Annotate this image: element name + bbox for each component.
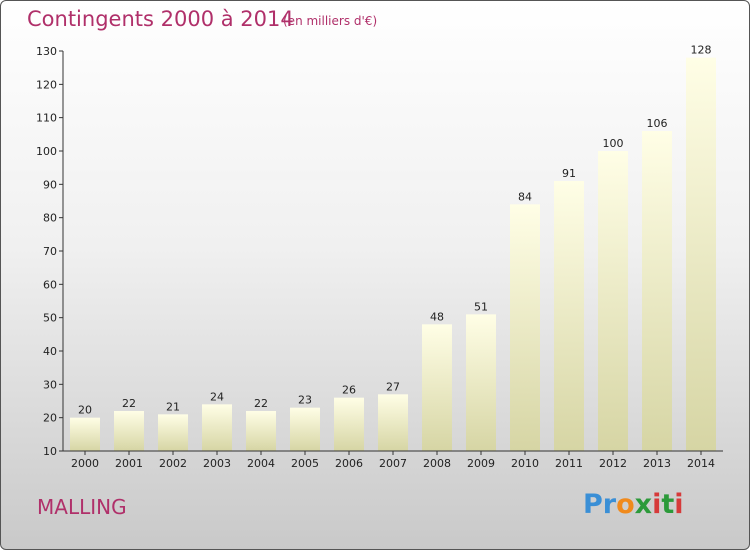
proxiti-logo[interactable]: Proxiti bbox=[583, 489, 684, 520]
value-label-2011: 91 bbox=[562, 167, 576, 180]
x-tick-label-2009: 2009 bbox=[467, 457, 495, 470]
y-tick-label-130: 130 bbox=[36, 45, 57, 58]
x-tick-label-2007: 2007 bbox=[379, 457, 407, 470]
value-label-2010: 84 bbox=[518, 190, 532, 203]
axis-layer: 2000 2001 2002 2003 2004 2005 2006 2007 2008 2009… bbox=[36, 45, 723, 470]
x-tick-label-2011: 2011 bbox=[555, 457, 583, 470]
x-tick-label-2013: 2013 bbox=[643, 457, 671, 470]
x-tick-label-2014: 2014 bbox=[687, 457, 715, 470]
bar-2003 bbox=[202, 404, 232, 451]
value-label-2001: 22 bbox=[122, 397, 136, 410]
bar-2011 bbox=[554, 181, 584, 451]
x-tick-label-2000: 2000 bbox=[71, 457, 99, 470]
value-label-2007: 27 bbox=[386, 380, 400, 393]
x-tick-label-2012: 2012 bbox=[599, 457, 627, 470]
y-tick-label-50: 50 bbox=[43, 312, 57, 325]
bar-2007 bbox=[378, 394, 408, 451]
value-label-2003: 24 bbox=[210, 390, 224, 403]
x-tick-label-2003: 2003 bbox=[203, 457, 231, 470]
y-tick-label-60: 60 bbox=[43, 278, 57, 291]
y-tick-label-100: 100 bbox=[36, 145, 57, 158]
bar-2001 bbox=[114, 411, 144, 451]
y-tick-label-20: 20 bbox=[43, 412, 57, 425]
value-label-2002: 21 bbox=[166, 400, 180, 413]
bar-2004 bbox=[246, 411, 276, 451]
x-tick-label-2002: 2002 bbox=[159, 457, 187, 470]
value-label-2008: 48 bbox=[430, 310, 444, 323]
y-tick-label-120: 120 bbox=[36, 78, 57, 91]
bar-2010 bbox=[510, 204, 540, 451]
y-tick-label-30: 30 bbox=[43, 378, 57, 391]
bar-2005 bbox=[290, 407, 320, 451]
y-tick-label-70: 70 bbox=[43, 245, 57, 258]
bar-2014 bbox=[686, 57, 716, 452]
bar-2008 bbox=[422, 324, 452, 451]
y-tick-label-90: 90 bbox=[43, 178, 57, 191]
y-tick-label-10: 10 bbox=[43, 445, 57, 458]
bar-2006 bbox=[334, 397, 364, 451]
value-label-2006: 26 bbox=[342, 384, 356, 397]
bar-2012 bbox=[598, 151, 628, 451]
x-tick-label-2008: 2008 bbox=[423, 457, 451, 470]
value-label-2005: 23 bbox=[298, 394, 312, 407]
bar-2009 bbox=[466, 314, 496, 451]
value-label-2013: 106 bbox=[647, 117, 668, 130]
y-tick-label-80: 80 bbox=[43, 212, 57, 225]
value-label-2009: 51 bbox=[474, 300, 488, 313]
bar-2013 bbox=[642, 131, 672, 451]
x-tick-label-2006: 2006 bbox=[335, 457, 363, 470]
value-label-2004: 22 bbox=[254, 397, 268, 410]
bar-2002 bbox=[158, 414, 188, 451]
chart-subtitle: (en milliers d'€) bbox=[283, 14, 378, 28]
bar-2000 bbox=[70, 417, 100, 451]
x-tick-label-2005: 2005 bbox=[291, 457, 319, 470]
x-tick-label-2010: 2010 bbox=[511, 457, 539, 470]
x-tick-label-2001: 2001 bbox=[115, 457, 143, 470]
place-name: MALLING bbox=[37, 495, 127, 519]
y-tick-label-40: 40 bbox=[43, 345, 57, 358]
bars-layer: 20 22 21 24 22 23 26 27 48 51 84 91 100 106 128 bbox=[70, 44, 716, 452]
y-tick-label-110: 110 bbox=[36, 112, 57, 125]
value-label-2014: 128 bbox=[691, 44, 712, 57]
x-tick-label-2004: 2004 bbox=[247, 457, 275, 470]
value-label-2012: 100 bbox=[603, 137, 624, 150]
value-label-2000: 20 bbox=[78, 404, 92, 417]
chart-title: Contingents 2000 à 2014 bbox=[27, 7, 294, 31]
